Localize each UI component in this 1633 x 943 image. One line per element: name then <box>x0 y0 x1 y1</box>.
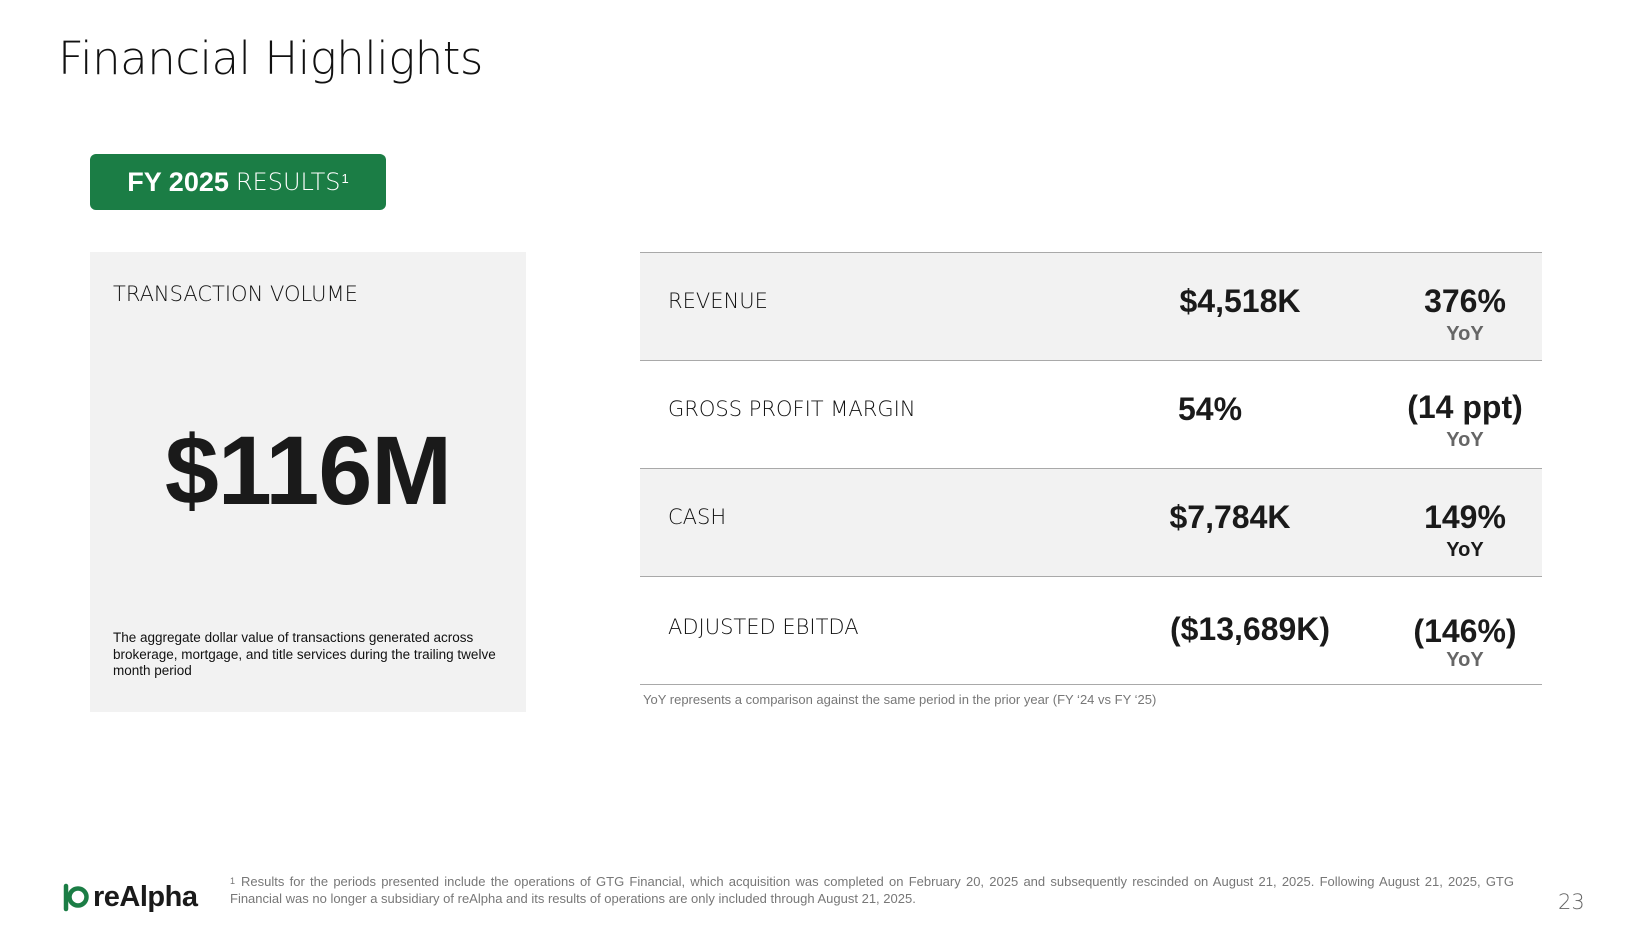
realpha-logo-icon <box>63 883 89 912</box>
metric-row-revenue: REVENUE $4,518K 376% YoY <box>640 252 1542 360</box>
metrics-table: REVENUE $4,518K 376% YoY GROSS PROFIT MA… <box>640 252 1542 685</box>
badge-year: FY 2025 <box>127 166 229 197</box>
transaction-volume-card: TRANSACTION VOLUME $116M The aggregate d… <box>90 252 526 712</box>
fy-results-badge: FY 2025 RESULTS 1 <box>90 154 386 210</box>
metric-label: GROSS PROFIT MARGIN <box>668 397 916 421</box>
metric-row-cash: CASH $7,784K 149% YoY <box>640 468 1542 576</box>
footnote: 1 Results for the periods presented inclu… <box>230 873 1514 907</box>
realpha-logo-text: reAlpha <box>93 880 198 913</box>
metric-yoy: YoY <box>1446 429 1484 451</box>
metric-row-adjusted-ebitda: ADJUSTED EBITDA ($13,689K) (146%) YoY <box>640 576 1542 684</box>
page-number: 23 <box>1558 890 1585 914</box>
transaction-volume-label: TRANSACTION VOLUME <box>113 282 358 306</box>
badge-label: RESULTS <box>235 168 341 196</box>
metric-change: (146%) <box>1413 613 1517 649</box>
metrics-bottom-rule <box>640 684 1542 685</box>
metric-row-gross-profit-margin: GROSS PROFIT MARGIN 54% (14 ppt) YoY <box>640 360 1542 468</box>
metric-change: 376% <box>1424 283 1506 319</box>
yoy-note: YoY represents a comparison against the … <box>643 692 1157 707</box>
metric-yoy: YoY <box>1446 323 1484 345</box>
metric-label: ADJUSTED EBITDA <box>668 615 859 639</box>
metric-label: REVENUE <box>668 289 768 313</box>
metric-value: ($13,689K) <box>1169 611 1331 647</box>
metric-value: $7,784K <box>1169 499 1291 535</box>
footnote-text: Results for the periods presented includ… <box>230 874 1514 906</box>
badge-footnote-marker: 1 <box>341 170 349 186</box>
metric-label: CASH <box>668 505 727 529</box>
metric-change: 149% <box>1424 499 1506 535</box>
realpha-logo: reAlpha <box>60 880 198 914</box>
metric-value: $4,518K <box>1179 283 1301 319</box>
transaction-volume-description: The aggregate dollar value of transactio… <box>113 630 496 678</box>
transaction-volume-value: $116M <box>164 416 452 525</box>
metric-change: (14 ppt) <box>1407 389 1523 425</box>
metric-value: 54% <box>1177 391 1243 427</box>
metric-yoy: YoY <box>1446 539 1484 561</box>
page-title: Financial Highlights <box>58 32 483 85</box>
metric-yoy: YoY <box>1446 649 1484 671</box>
footnote-marker: 1 <box>230 876 236 886</box>
